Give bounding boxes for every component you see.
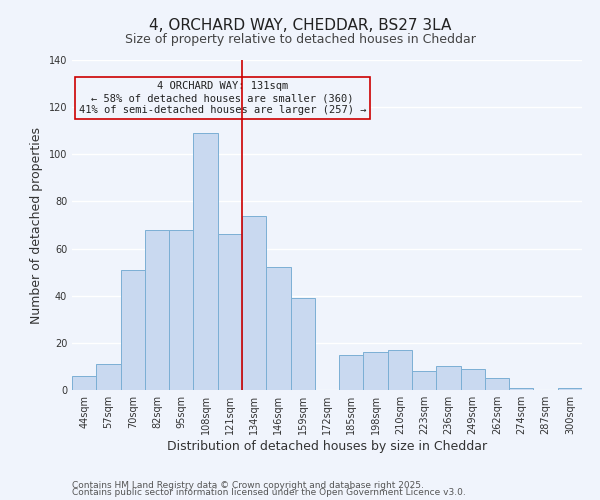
Y-axis label: Number of detached properties: Number of detached properties (30, 126, 43, 324)
Bar (461, 369, 485, 390)
Text: Contains HM Land Registry data © Crown copyright and database right 2025.: Contains HM Land Registry data © Crown c… (72, 480, 424, 490)
Text: Contains public sector information licensed under the Open Government Licence v3: Contains public sector information licen… (72, 488, 466, 497)
Text: 4 ORCHARD WAY: 131sqm
← 58% of detached houses are smaller (360)
41% of semi-det: 4 ORCHARD WAY: 131sqm ← 58% of detached … (79, 82, 366, 114)
Bar (96, 364, 121, 390)
Bar (242, 216, 266, 390)
Bar (558, 388, 582, 390)
Bar (388, 350, 412, 390)
Bar (266, 268, 290, 390)
Bar (339, 354, 364, 390)
Bar (412, 371, 436, 390)
Bar (193, 133, 218, 390)
Bar (169, 230, 193, 390)
Bar (218, 234, 242, 390)
X-axis label: Distribution of detached houses by size in Cheddar: Distribution of detached houses by size … (167, 440, 487, 453)
Text: 4, ORCHARD WAY, CHEDDAR, BS27 3LA: 4, ORCHARD WAY, CHEDDAR, BS27 3LA (149, 18, 451, 32)
Bar (145, 230, 169, 390)
Bar (121, 270, 145, 390)
Bar (485, 378, 509, 390)
Bar (364, 352, 388, 390)
Text: Size of property relative to detached houses in Cheddar: Size of property relative to detached ho… (125, 32, 475, 46)
Bar (72, 376, 96, 390)
Bar (509, 388, 533, 390)
Bar (436, 366, 461, 390)
Bar (290, 298, 315, 390)
